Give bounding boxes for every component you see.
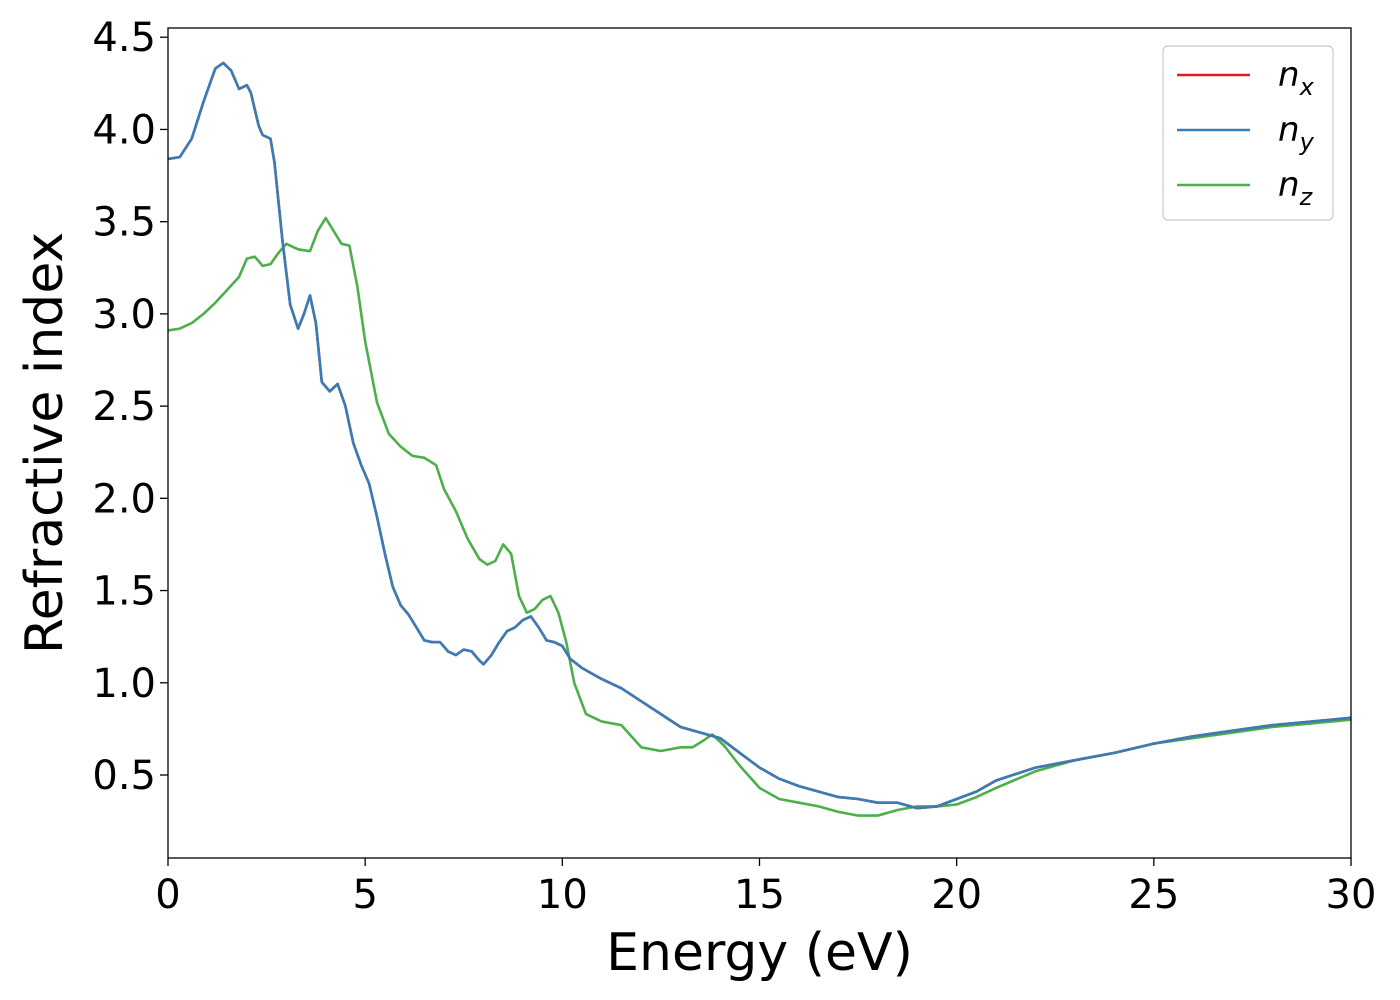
x-axis-label: Energy (eV) — [606, 923, 913, 983]
y-tick-label: 1.5 — [92, 569, 156, 615]
x-tick-label: 15 — [734, 872, 785, 918]
y-tick-label: 1.0 — [92, 661, 156, 707]
series-line-n-y — [168, 61, 1351, 810]
y-axis-label: Refractive index — [15, 232, 75, 654]
x-tick-label: 20 — [931, 872, 982, 918]
series-layer — [168, 61, 1351, 817]
y-tick-label: 3.0 — [92, 292, 156, 338]
x-axis-ticks: 0 5 10 15 20 25 30 — [155, 858, 1376, 918]
x-tick-label: 25 — [1128, 872, 1179, 918]
legend-box — [1162, 45, 1334, 221]
legend: nx ny nz — [1162, 45, 1334, 221]
y-tick-label: 2.0 — [92, 476, 156, 522]
y-tick-label: 4.5 — [92, 15, 156, 61]
legend-label-n-y: ny — [1278, 110, 1315, 156]
y-tick-label: 3.5 — [92, 200, 156, 246]
y-axis-ticks: 0.5 1.0 1.5 2.0 2.5 3.0 3.5 4.0 4.5 — [92, 15, 168, 799]
x-tick-label: 10 — [537, 872, 588, 918]
y-tick-label: 4.0 — [92, 107, 156, 153]
y-tick-label: 2.5 — [92, 384, 156, 430]
legend-label-n-z: nz — [1278, 165, 1314, 211]
x-tick-label: 5 — [352, 872, 377, 918]
x-tick-label: 30 — [1326, 872, 1377, 918]
legend-label-n-x: nx — [1278, 55, 1315, 101]
y-tick-label: 0.5 — [92, 753, 156, 799]
x-tick-label: 0 — [155, 872, 180, 918]
